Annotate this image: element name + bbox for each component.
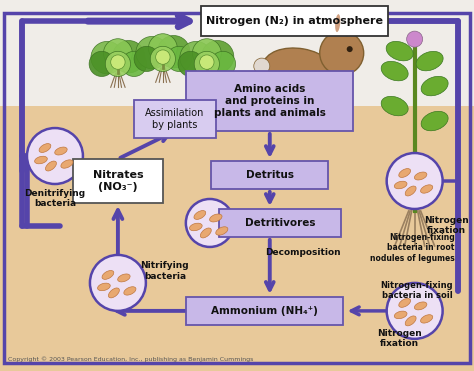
Circle shape: [210, 51, 236, 76]
FancyBboxPatch shape: [134, 100, 216, 138]
Circle shape: [201, 40, 234, 73]
FancyBboxPatch shape: [73, 159, 163, 203]
Ellipse shape: [39, 144, 51, 152]
Ellipse shape: [386, 42, 413, 61]
Circle shape: [90, 255, 146, 311]
Ellipse shape: [399, 168, 410, 177]
Circle shape: [200, 55, 214, 69]
Text: Nitrogen (N₂) in atmosphere: Nitrogen (N₂) in atmosphere: [206, 16, 383, 26]
Circle shape: [148, 34, 177, 62]
Circle shape: [91, 42, 123, 74]
Circle shape: [121, 51, 146, 76]
Circle shape: [320, 31, 364, 75]
Circle shape: [27, 128, 83, 184]
Circle shape: [192, 39, 221, 68]
Text: Nitrogen
fixation: Nitrogen fixation: [377, 329, 422, 348]
Ellipse shape: [405, 186, 416, 196]
Ellipse shape: [405, 316, 416, 326]
FancyBboxPatch shape: [201, 6, 388, 36]
Ellipse shape: [416, 52, 443, 71]
Text: Nitrates
(NO₃⁻): Nitrates (NO₃⁻): [92, 170, 143, 192]
Circle shape: [112, 40, 145, 73]
FancyBboxPatch shape: [186, 71, 353, 131]
FancyBboxPatch shape: [219, 209, 341, 237]
Ellipse shape: [317, 83, 338, 95]
Ellipse shape: [420, 185, 433, 193]
Ellipse shape: [421, 111, 448, 131]
Ellipse shape: [342, 14, 349, 36]
Ellipse shape: [399, 298, 410, 307]
Circle shape: [134, 46, 159, 72]
Ellipse shape: [414, 302, 427, 310]
FancyBboxPatch shape: [186, 297, 343, 325]
Circle shape: [150, 46, 175, 72]
Ellipse shape: [263, 48, 337, 94]
Ellipse shape: [335, 14, 340, 32]
Circle shape: [254, 58, 270, 74]
Text: Ammonium (NH₄⁺): Ammonium (NH₄⁺): [211, 306, 318, 316]
Bar: [0, 0, 474, 106]
Ellipse shape: [190, 223, 202, 231]
Text: Detritivores: Detritivores: [245, 218, 315, 228]
Text: Nitrogen
fixation: Nitrogen fixation: [424, 216, 469, 235]
Circle shape: [387, 283, 443, 339]
Text: Amino acids
and proteins in
plants and animals: Amino acids and proteins in plants and a…: [214, 84, 326, 118]
Circle shape: [346, 46, 353, 52]
Ellipse shape: [35, 156, 47, 164]
Ellipse shape: [394, 311, 407, 319]
Ellipse shape: [414, 172, 427, 180]
Circle shape: [105, 51, 130, 76]
Circle shape: [89, 51, 114, 76]
Ellipse shape: [46, 161, 56, 171]
Circle shape: [186, 199, 234, 247]
Ellipse shape: [210, 214, 222, 222]
Ellipse shape: [420, 315, 433, 323]
Text: Decomposition: Decomposition: [265, 249, 340, 257]
Ellipse shape: [266, 82, 293, 96]
Ellipse shape: [201, 228, 211, 238]
Ellipse shape: [124, 287, 136, 295]
Circle shape: [103, 39, 132, 68]
Ellipse shape: [394, 181, 407, 189]
Text: Nitrogen-fixing
bacteria in root
nodules of legumes: Nitrogen-fixing bacteria in root nodules…: [370, 233, 455, 263]
Circle shape: [180, 42, 212, 74]
Circle shape: [157, 36, 190, 68]
FancyBboxPatch shape: [211, 161, 328, 189]
Ellipse shape: [334, 11, 342, 35]
Circle shape: [166, 46, 191, 72]
Text: Nitrogen-fixing
bacteria in soil: Nitrogen-fixing bacteria in soil: [380, 281, 453, 300]
Ellipse shape: [381, 61, 408, 81]
Ellipse shape: [194, 210, 206, 219]
Circle shape: [178, 51, 203, 76]
Bar: [0, 106, 474, 371]
Ellipse shape: [109, 288, 119, 298]
Circle shape: [155, 50, 170, 64]
Ellipse shape: [216, 227, 228, 235]
Ellipse shape: [421, 76, 448, 96]
Text: Denitrifying
bacteria: Denitrifying bacteria: [24, 189, 85, 209]
Text: Detritus: Detritus: [246, 170, 294, 180]
Text: Assimilation
by plants: Assimilation by plants: [145, 108, 205, 130]
Circle shape: [407, 31, 423, 47]
Text: Nitrifying
bacteria: Nitrifying bacteria: [141, 261, 189, 280]
Ellipse shape: [55, 147, 67, 155]
Ellipse shape: [61, 160, 73, 168]
Ellipse shape: [98, 283, 110, 291]
Text: Copyright © 2003 Pearson Education, Inc., publishing as Benjamin Cummings: Copyright © 2003 Pearson Education, Inc.…: [8, 356, 254, 362]
Circle shape: [387, 153, 443, 209]
Circle shape: [136, 36, 168, 69]
Ellipse shape: [102, 270, 114, 279]
Circle shape: [194, 51, 219, 76]
Ellipse shape: [381, 96, 408, 116]
Circle shape: [111, 55, 125, 69]
Ellipse shape: [118, 274, 130, 282]
